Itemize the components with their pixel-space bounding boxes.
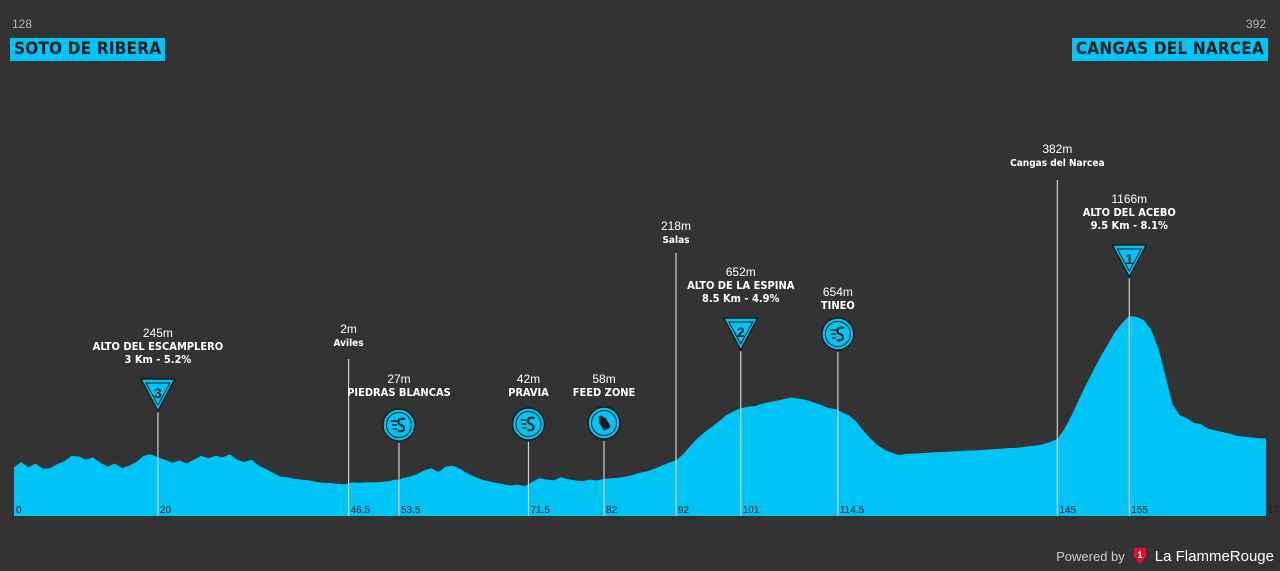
marker-cangas-del-narcea: 382m Cangas del Narcea	[1010, 142, 1105, 516]
climb-category-inner	[1116, 248, 1143, 273]
elevation-profile-area	[14, 316, 1266, 516]
icon-inner-ring	[515, 411, 542, 437]
km-tick-label: 114.5	[840, 505, 865, 516]
marker-elevation: 58m	[592, 372, 615, 386]
start-elevation: 128	[12, 17, 33, 31]
marker-name: Cangas del Narcea	[1010, 158, 1104, 169]
marker-name: ALTO DEL ESCAMPLERO	[93, 340, 224, 353]
climb-category-icon	[1111, 244, 1148, 279]
end-town-label: CANGAS DEL NARCEA	[1071, 38, 1268, 61]
km-tick-label: 82	[606, 505, 618, 516]
feed-bottle-cap	[598, 415, 604, 420]
powered-by-label: Powered by	[1056, 548, 1125, 564]
climb-category-inner	[727, 321, 754, 346]
feed-bottle-body	[598, 417, 611, 431]
end-elevation: 392	[1245, 17, 1266, 31]
km-tick-label: 155	[1131, 505, 1148, 516]
marker-elevation: 1166m	[1111, 192, 1147, 206]
la-flamme-rouge-logo-icon: 1	[1133, 548, 1146, 564]
marker-name: TINEO	[821, 299, 855, 312]
marker-detail: 3 Km - 5.2%	[125, 353, 192, 366]
km-tick-label: 92	[678, 505, 690, 516]
marker-salas: 218m Salas	[661, 219, 691, 516]
brand-mark-text: 1	[1137, 550, 1142, 560]
sprint-s-glyph	[836, 326, 845, 342]
marker-elevation: 2m	[340, 322, 357, 336]
km-tick-label: 53.5	[401, 505, 421, 516]
km-tick-label: 0	[16, 505, 22, 516]
marker-name: Aviles	[334, 338, 364, 349]
climb-category-inner	[145, 382, 171, 407]
marker-elevation: 218m	[661, 219, 691, 233]
km-tick-label: 174	[1268, 505, 1280, 516]
marker-aviles: 2m Aviles	[334, 322, 364, 516]
km-tick-label: 20	[160, 505, 172, 516]
sprint-s-glyph	[526, 416, 535, 432]
sprint-s-glyph	[397, 417, 406, 433]
km-tick-label: 101	[743, 505, 760, 516]
marker-detail: 8.5 Km - 4.9%	[702, 292, 779, 305]
marker-name: PRAVIA	[508, 386, 549, 399]
marker-name: FEED ZONE	[573, 386, 636, 399]
footer: Powered by 1 La FlammeRouge	[1056, 547, 1274, 565]
climb-category-number: 3	[154, 385, 162, 401]
climb-category-number: 2	[737, 324, 745, 340]
marker-elevation: 245m	[143, 326, 173, 340]
km-tick-label: 145	[1059, 505, 1076, 516]
marker-elevation: 652m	[726, 265, 756, 279]
marker-name: Salas	[662, 235, 689, 246]
climb-category-icon	[139, 378, 177, 413]
brand-label[interactable]: La FlammeRouge	[1154, 547, 1274, 565]
start-town-label: SOTO DE RIBERA	[10, 38, 166, 61]
marker-name: ALTO DE LA ESPINA	[687, 279, 795, 292]
marker-elevation: 27m	[387, 372, 410, 386]
marker-detail: 9.5 Km - 8.1%	[1091, 219, 1168, 232]
climb-category-icon	[722, 317, 759, 352]
icon-inner-ring	[385, 412, 412, 438]
climb-category-number: 1	[1125, 251, 1133, 267]
icon-inner-ring	[591, 410, 618, 436]
km-tick-label: 71.5	[530, 505, 550, 516]
marker-elevation: 654m	[823, 285, 853, 299]
marker-name: PIEDRAS BLANCAS	[347, 386, 451, 399]
marker-elevation: 42m	[517, 372, 540, 386]
icon-inner-ring	[824, 321, 851, 347]
marker-elevation: 382m	[1042, 142, 1072, 156]
km-tick-label: 46.5	[351, 505, 371, 516]
marker-name: ALTO DEL ACEBO	[1083, 206, 1176, 219]
